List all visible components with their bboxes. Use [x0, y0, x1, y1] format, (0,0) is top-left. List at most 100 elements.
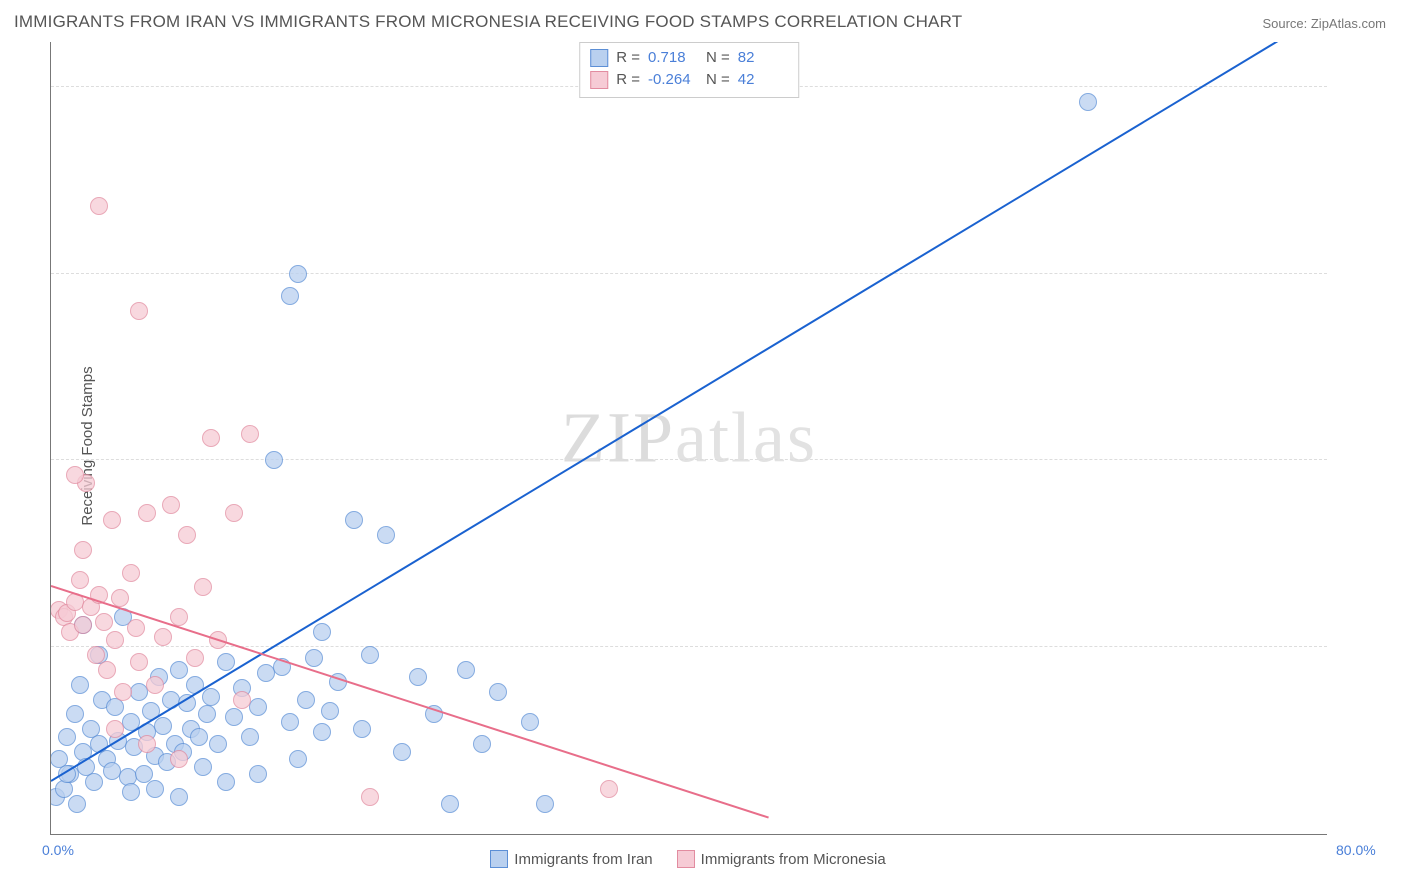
legend-item-micronesia: Immigrants from Micronesia — [677, 850, 886, 868]
data-point-iran — [71, 676, 89, 694]
data-point-iran — [265, 451, 283, 469]
data-point-iran — [170, 788, 188, 806]
data-point-iran — [473, 735, 491, 753]
data-point-iran — [85, 773, 103, 791]
R-label: R = — [616, 69, 640, 91]
data-point-iran — [68, 795, 86, 813]
data-point-iran — [249, 698, 267, 716]
legend-label-iran: Immigrants from Iran — [514, 851, 652, 868]
data-point-iran — [313, 623, 331, 641]
data-point-iran — [154, 717, 172, 735]
x-tick — [1168, 834, 1169, 835]
N-value-micronesia: 42 — [738, 69, 788, 91]
data-point-micronesia — [162, 496, 180, 514]
R-label: R = — [616, 47, 640, 69]
data-point-iran — [122, 783, 140, 801]
data-point-micronesia — [74, 541, 92, 559]
data-point-micronesia — [66, 466, 84, 484]
swatch-micronesia — [590, 71, 608, 89]
data-point-iran — [66, 705, 84, 723]
N-label: N = — [706, 69, 730, 91]
data-point-iran — [457, 661, 475, 679]
R-value-micronesia: -0.264 — [648, 69, 698, 91]
source-label: Source: ZipAtlas.com — [1262, 16, 1386, 31]
data-point-iran — [321, 702, 339, 720]
data-point-micronesia — [186, 649, 204, 667]
bottom-legend: Immigrants from Iran Immigrants from Mic… — [50, 850, 1326, 868]
x-tick — [530, 834, 531, 835]
data-point-iran — [58, 728, 76, 746]
legend-label-micronesia: Immigrants from Micronesia — [701, 851, 886, 868]
data-point-iran — [441, 795, 459, 813]
gridline — [51, 273, 1327, 274]
x-tick — [370, 834, 371, 835]
data-point-iran — [297, 691, 315, 709]
data-point-micronesia — [103, 511, 121, 529]
data-point-iran — [353, 720, 371, 738]
data-point-iran — [305, 649, 323, 667]
data-point-iran — [313, 723, 331, 741]
data-point-micronesia — [106, 720, 124, 738]
data-point-iran — [198, 705, 216, 723]
data-point-micronesia — [170, 750, 188, 768]
stats-box: R = 0.718 N = 82 R = -0.264 N = 42 — [579, 42, 799, 98]
data-point-iran — [393, 743, 411, 761]
data-point-iran — [209, 735, 227, 753]
legend-swatch-micronesia — [677, 850, 695, 868]
stats-row-iran: R = 0.718 N = 82 — [590, 47, 788, 69]
data-point-micronesia — [146, 676, 164, 694]
data-point-micronesia — [202, 429, 220, 447]
data-point-micronesia — [361, 788, 379, 806]
data-point-iran — [217, 773, 235, 791]
N-value-iran: 82 — [738, 47, 788, 69]
x-tick — [211, 834, 212, 835]
watermark: ZIPatlas — [561, 397, 817, 480]
data-point-iran — [217, 653, 235, 671]
data-point-micronesia — [122, 564, 140, 582]
data-point-micronesia — [241, 425, 259, 443]
data-point-micronesia — [106, 631, 124, 649]
data-point-iran — [521, 713, 539, 731]
R-value-iran: 0.718 — [648, 47, 698, 69]
data-point-micronesia — [114, 683, 132, 701]
plot-area: ZIPatlas R = 0.718 N = 82 R = -0.264 N =… — [50, 42, 1327, 835]
data-point-iran — [289, 265, 307, 283]
trend-line-iran — [50, 42, 1327, 782]
gridline — [51, 459, 1327, 460]
data-point-micronesia — [225, 504, 243, 522]
data-point-iran — [536, 795, 554, 813]
chart-title: IMMIGRANTS FROM IRAN VS IMMIGRANTS FROM … — [14, 12, 962, 32]
data-point-micronesia — [138, 735, 156, 753]
data-point-iran — [345, 511, 363, 529]
N-label: N = — [706, 47, 730, 69]
x-tick — [1008, 834, 1009, 835]
x-axis-max-label: 80.0% — [1336, 842, 1406, 892]
data-point-micronesia — [600, 780, 618, 798]
data-point-iran — [170, 661, 188, 679]
data-point-micronesia — [127, 619, 145, 637]
x-axis-min-label: 0.0% — [42, 842, 74, 892]
stats-row-micronesia: R = -0.264 N = 42 — [590, 69, 788, 91]
data-point-micronesia — [178, 526, 196, 544]
data-point-micronesia — [130, 302, 148, 320]
data-point-iran — [190, 728, 208, 746]
data-point-micronesia — [130, 653, 148, 671]
data-point-iran — [289, 750, 307, 768]
data-point-iran — [1079, 93, 1097, 111]
swatch-iran — [590, 49, 608, 67]
x-tick — [849, 834, 850, 835]
data-point-micronesia — [71, 571, 89, 589]
data-point-micronesia — [154, 628, 172, 646]
data-point-micronesia — [98, 661, 116, 679]
data-point-iran — [194, 758, 212, 776]
data-point-iran — [281, 713, 299, 731]
data-point-iran — [202, 688, 220, 706]
data-point-iran — [377, 526, 395, 544]
data-point-iran — [225, 708, 243, 726]
data-point-iran — [361, 646, 379, 664]
data-point-micronesia — [233, 691, 251, 709]
data-point-micronesia — [138, 504, 156, 522]
data-point-iran — [241, 728, 259, 746]
data-point-micronesia — [74, 616, 92, 634]
data-point-micronesia — [90, 197, 108, 215]
